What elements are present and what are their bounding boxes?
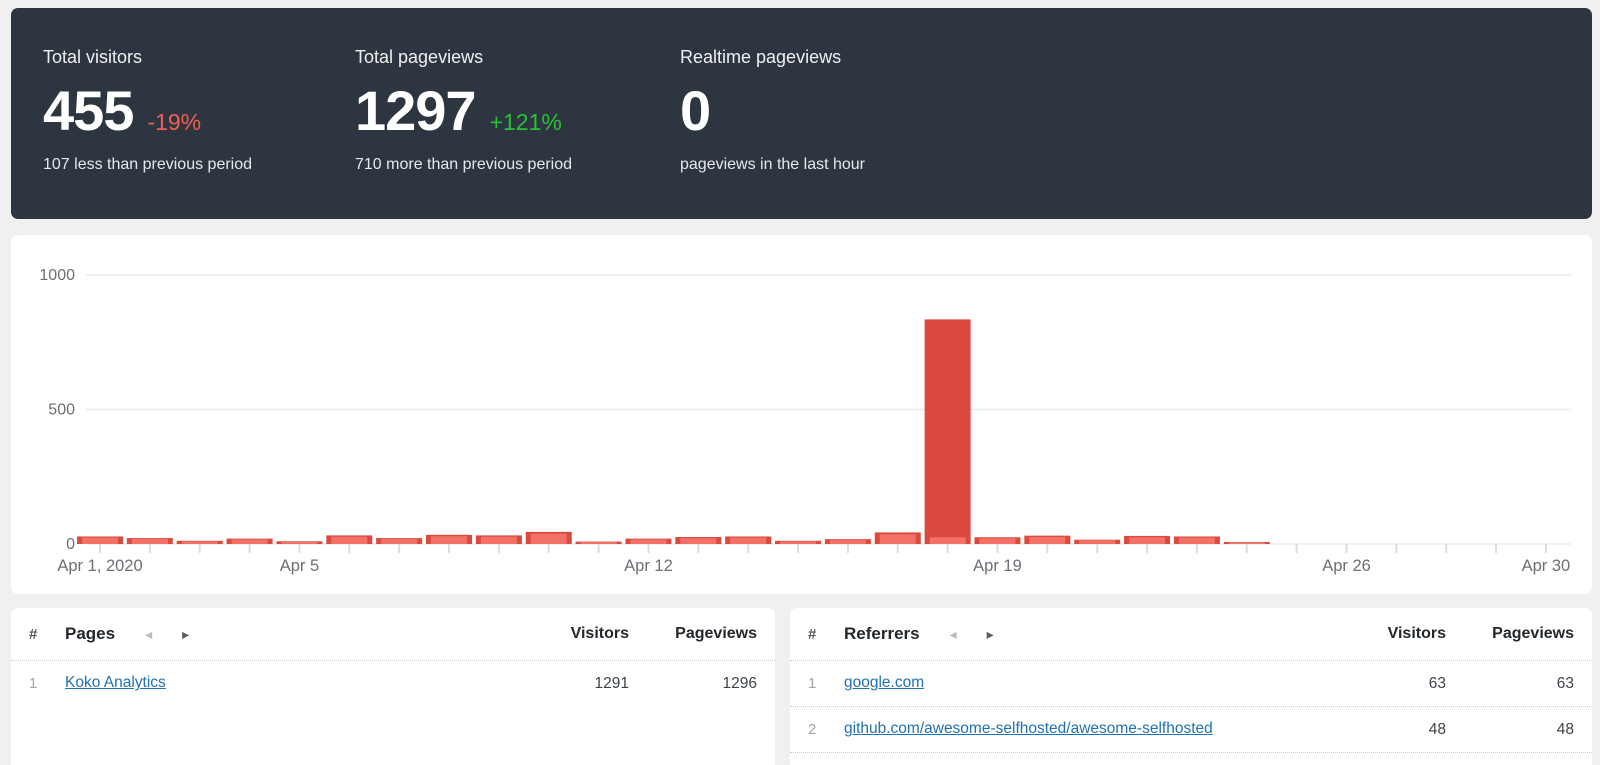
y-axis-tick-label: 500 — [48, 402, 75, 419]
pageviews-bar-chart: 0 500 1000 Apr 1, 2020 Apr 5 Apr 12 Apr 19 Apr … — [39, 267, 1571, 575]
stat-label: Realtime pageviews — [680, 47, 842, 67]
table-row: 1 Koko Analytics 1291 1296 — [11, 660, 775, 706]
row-name-cell: Koko Analytics — [65, 674, 529, 692]
visitors-column-header: Visitors — [1387, 625, 1446, 642]
visitors-bar — [131, 538, 168, 544]
visitors-bar — [181, 541, 218, 544]
totals-banner: Total visitors 455 -19% 107 less than pr… — [11, 8, 1592, 219]
row-rank: 1 — [29, 675, 38, 692]
visitors-bar — [1079, 540, 1116, 544]
pages-table-title: Pages — [65, 624, 116, 643]
stat-total-pageviews: Total pageviews 1297 +121% 710 more than… — [355, 46, 572, 175]
pages-prev-page-button[interactable]: ◂ — [145, 626, 153, 642]
stat-subtext: pageviews in the last hour — [680, 156, 865, 173]
rank-column-header: # — [29, 625, 38, 643]
y-axis-tick-label: 1000 — [39, 267, 75, 284]
referrers-next-page-button[interactable]: ▸ — [986, 626, 994, 642]
stat-label: Total visitors — [43, 47, 143, 67]
visitors-bar — [530, 533, 567, 544]
stat-subtext: 107 less than previous period — [43, 156, 253, 173]
visitors-bar — [1178, 537, 1215, 544]
stat-label: Total pageviews — [355, 47, 484, 67]
row-name-cell: google.com — [844, 674, 1346, 692]
x-axis-date-label: Apr 12 — [624, 557, 673, 575]
referrers-table-card: # Referrers ◂ ▸ Visitors Pageviews 1 goog… — [790, 608, 1592, 765]
pages-table-card: # Pages ◂ ▸ Visitors Pageviews 1 Koko Ana… — [11, 608, 775, 765]
y-axis-tick-label: 0 — [66, 536, 75, 553]
visitors-bar — [281, 541, 318, 544]
stat-subtext: 710 more than previous period — [355, 156, 573, 173]
row-pageviews-value: 1296 — [722, 674, 757, 692]
row-name-cell: github.com/awesome-selfhosted/awesome-se… — [844, 720, 1346, 738]
visitors-bar — [780, 541, 817, 544]
referrers-table-title: Referrers — [844, 624, 920, 643]
visitors-bar — [580, 541, 617, 544]
row-visitors-value: 48 — [1428, 720, 1446, 738]
visitors-bar — [1129, 537, 1166, 544]
row-divider — [790, 752, 1592, 753]
visitors-column-header: Visitors — [570, 625, 629, 642]
page-link[interactable]: Koko Analytics — [65, 674, 166, 692]
visitors-bar — [1029, 537, 1066, 544]
visitors-bar — [1228, 542, 1265, 544]
stat-change-badge: -19% — [147, 109, 202, 135]
x-axis-date-label: Apr 30 — [1522, 557, 1571, 575]
visitors-bar — [231, 539, 268, 544]
stat-value: 455 — [43, 79, 134, 142]
x-axis-date-label: Apr 26 — [1322, 557, 1371, 575]
stat-change-badge: +121% — [489, 109, 562, 135]
pageviews-column-header: Pageviews — [1492, 625, 1574, 642]
row-rank: 1 — [808, 675, 817, 692]
pages-next-page-button[interactable]: ▸ — [182, 626, 190, 642]
table-row: 2 github.com/awesome-selfhosted/awesome-s… — [790, 706, 1592, 752]
visitors-bar — [431, 536, 468, 544]
visitors-bar — [480, 536, 517, 544]
pageviews-chart-card: 0 500 1000 Apr 1, 2020 Apr 5 Apr 12 Apr 19 Apr … — [11, 235, 1592, 594]
stat-value: 1297 — [355, 79, 477, 142]
rank-column-header: # — [808, 625, 817, 643]
referrer-link[interactable]: github.com/awesome-selfhosted/awesome-se… — [844, 720, 1213, 738]
table-row: 1 google.com 63 63 — [790, 660, 1592, 706]
stat-value: 0 — [680, 79, 711, 142]
visitors-bar — [680, 538, 717, 544]
row-visitors-value: 63 — [1428, 674, 1446, 692]
row-rank: 2 — [808, 721, 817, 738]
referrers-prev-page-button[interactable]: ◂ — [949, 626, 957, 642]
visitors-bar — [879, 534, 916, 544]
visitors-bar — [929, 537, 966, 544]
visitors-bar — [730, 537, 767, 544]
stat-realtime-pageviews: Realtime pageviews 0 pageviews in the la… — [680, 46, 865, 175]
stat-total-visitors: Total visitors 455 -19% 107 less than pr… — [43, 46, 252, 175]
visitors-bar — [82, 537, 118, 544]
row-pageviews-value: 63 — [1556, 674, 1574, 692]
row-visitors-value: 1291 — [594, 674, 629, 692]
pageviews-bar — [924, 319, 971, 544]
visitors-bar — [331, 536, 368, 544]
x-axis-date-label: Apr 5 — [280, 557, 319, 575]
referrers-table-header: # Referrers ◂ ▸ Visitors Pageviews — [790, 608, 1592, 660]
visitors-bar — [829, 539, 866, 544]
pageviews-column-header: Pageviews — [675, 625, 757, 642]
row-pageviews-value: 48 — [1556, 720, 1574, 738]
x-axis-date-label: Apr 19 — [973, 557, 1022, 575]
pages-table-header: # Pages ◂ ▸ Visitors Pageviews — [11, 608, 775, 660]
referrer-link[interactable]: google.com — [844, 674, 925, 692]
visitors-bar — [630, 539, 667, 544]
x-axis-date-label: Apr 1, 2020 — [57, 557, 142, 575]
visitors-bar — [381, 538, 418, 544]
visitors-bar — [979, 538, 1016, 544]
